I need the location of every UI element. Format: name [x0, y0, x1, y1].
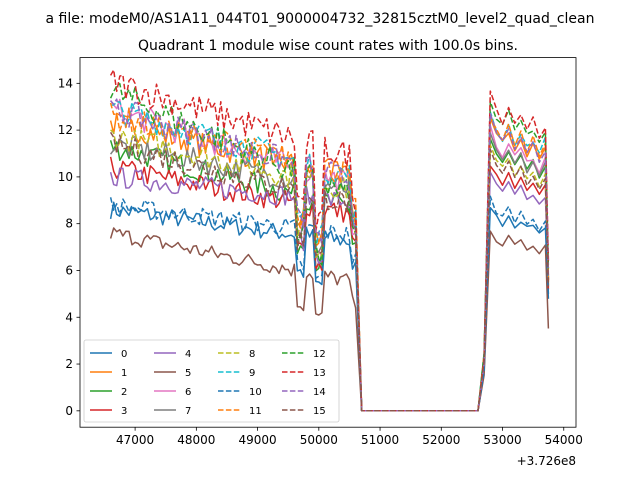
series-line-2	[109, 138, 550, 412]
x-tick-label: 49000	[238, 433, 276, 447]
x-tick-label: 47000	[116, 433, 154, 447]
legend-label-8: 8	[249, 349, 255, 360]
y-tick-label: 8	[65, 217, 73, 231]
series-line-14	[110, 98, 550, 412]
x-tick-label: 52000	[422, 433, 460, 447]
figure-suptitle: a file: modeM0/AS1A11_044T01_9000004732_…	[46, 11, 595, 27]
x-tick-label: 51000	[361, 433, 399, 447]
legend-label-5: 5	[185, 368, 191, 379]
series-line-3	[109, 156, 550, 412]
legend-label-6: 6	[185, 387, 191, 398]
y-tick-label: 2	[65, 357, 73, 371]
x-offset-label: +3.726e8	[517, 454, 576, 468]
x-tick-label: 50000	[300, 433, 338, 447]
legend-label-7: 7	[185, 406, 191, 417]
legend-label-13: 13	[313, 368, 326, 379]
series-line-5	[109, 227, 550, 412]
series-lines	[109, 69, 550, 412]
legend-label-9: 9	[249, 368, 255, 379]
y-tick-label: 4	[65, 310, 73, 324]
legend-box	[83, 339, 340, 423]
legend-label-1: 1	[121, 368, 127, 379]
y-tick-label: 6	[65, 263, 73, 277]
x-tick-label: 48000	[177, 433, 215, 447]
series-line-1	[109, 112, 550, 412]
legend-label-4: 4	[185, 349, 191, 360]
y-tick-label: 12	[58, 123, 73, 137]
x-tick-label: 54000	[545, 433, 583, 447]
x-tick-label: 53000	[483, 433, 521, 447]
series-line-10	[109, 195, 550, 412]
axes: 47000 48000 49000 50000 51000 52000 53000 54000…	[58, 76, 583, 447]
chart-title: Quadrant 1 module wise count rates with …	[138, 38, 518, 54]
plot-frame	[79, 57, 577, 428]
series-line-0	[109, 201, 550, 412]
legend-label-3: 3	[121, 406, 127, 417]
legend-label-12: 12	[313, 349, 326, 360]
y-tick-label: 10	[58, 170, 73, 184]
legend-label-10: 10	[249, 387, 262, 398]
series-line-13	[109, 69, 550, 412]
legend-label-11: 11	[249, 406, 262, 417]
y-tick-label: 0	[65, 404, 73, 418]
legend-label-0: 0	[121, 349, 127, 360]
legend-label-14: 14	[313, 387, 326, 398]
legend-label-2: 2	[121, 387, 127, 398]
y-tick-label: 14	[58, 76, 73, 90]
legend-label-15: 15	[313, 406, 326, 417]
